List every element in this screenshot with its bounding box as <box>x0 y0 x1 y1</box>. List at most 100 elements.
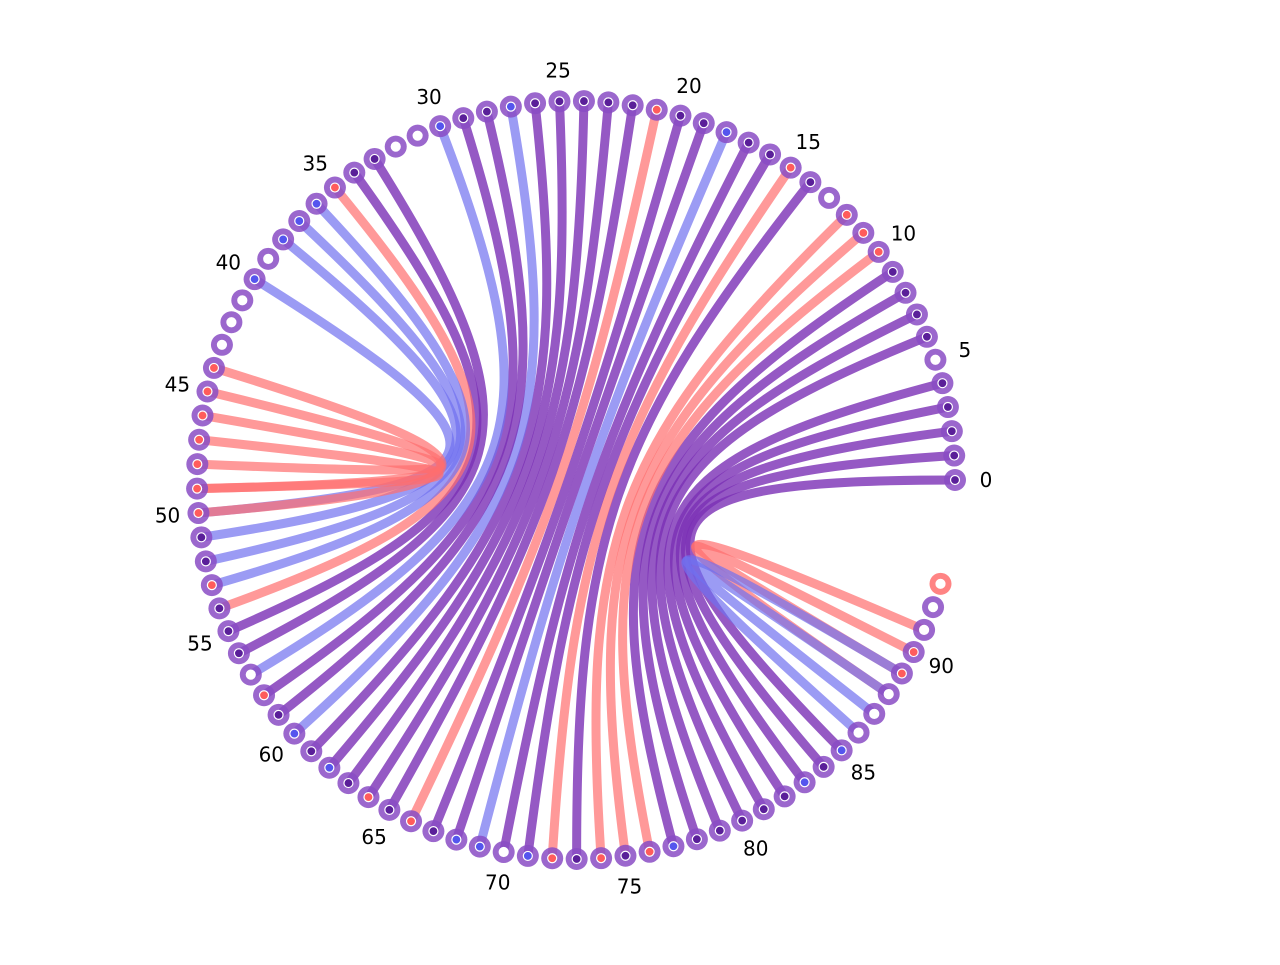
node-core <box>226 317 237 328</box>
node-core <box>651 104 662 115</box>
node-73 <box>565 847 588 870</box>
node-core <box>758 804 769 815</box>
node-42 <box>220 311 243 334</box>
node-core <box>620 850 631 861</box>
node-core <box>223 626 234 637</box>
node-14 <box>799 171 822 194</box>
node-core <box>435 121 446 132</box>
node-80 <box>731 809 754 832</box>
link-10-76 <box>618 247 884 857</box>
node-core <box>873 246 884 258</box>
node-77 <box>662 835 685 858</box>
node-60 <box>283 722 306 745</box>
node-core <box>805 177 816 188</box>
node-88 <box>877 683 900 706</box>
node-core <box>858 227 869 238</box>
node-71 <box>516 844 539 867</box>
tick-label-70: 70 <box>485 870 510 894</box>
node-core <box>737 815 748 826</box>
link-21-66 <box>406 105 662 826</box>
node-core <box>505 101 516 112</box>
node-core <box>214 603 225 614</box>
node-core <box>237 295 248 306</box>
node-57 <box>239 663 262 686</box>
link-19-68 <box>451 118 709 845</box>
node-74 <box>590 847 613 870</box>
tick-label-25: 25 <box>545 58 570 82</box>
node-69 <box>468 835 491 858</box>
node-core <box>363 792 374 803</box>
node-core <box>698 118 709 129</box>
tick-label-40: 40 <box>216 251 241 275</box>
node-core <box>841 209 852 220</box>
node-86 <box>847 721 870 744</box>
node-46 <box>191 404 214 427</box>
tick-label-65: 65 <box>361 825 386 849</box>
node-core <box>194 434 205 445</box>
node-84 <box>812 755 835 778</box>
node-core <box>853 727 864 738</box>
node-core <box>675 110 686 121</box>
node-core <box>343 777 354 789</box>
node-core <box>481 106 492 117</box>
link-8-78 <box>638 288 911 844</box>
node-7 <box>905 303 928 326</box>
node-core <box>474 841 485 852</box>
link-3-82 <box>669 402 953 801</box>
node-core <box>714 825 725 836</box>
node-43 <box>210 333 233 356</box>
node-38 <box>272 228 295 251</box>
node-64 <box>357 786 380 809</box>
node-core <box>836 745 847 756</box>
node-core <box>921 331 933 342</box>
node-core <box>571 853 582 865</box>
node-5 <box>924 348 947 371</box>
node-core <box>263 253 274 264</box>
node-core <box>668 841 679 852</box>
node-70 <box>492 841 515 864</box>
tick-label-90: 90 <box>929 654 954 678</box>
link-7-79 <box>647 309 922 836</box>
node-72 <box>541 847 564 870</box>
node-core <box>428 826 439 837</box>
node-core <box>193 507 204 519</box>
tick-label-15: 15 <box>796 130 821 154</box>
link-30-57 <box>246 121 509 680</box>
node-63 <box>337 772 360 795</box>
node-50 <box>187 502 210 525</box>
node-core <box>942 401 954 413</box>
node-25 <box>548 90 571 113</box>
link-29-58 <box>259 113 518 700</box>
node-core <box>191 483 203 494</box>
link-12-74 <box>591 210 852 863</box>
node-59 <box>267 703 290 726</box>
node-core <box>785 162 796 173</box>
tick-labels-layer: 0 5 10 15 20 25 30 35 40 45 50 55 60 65 70 75 80 85 90 <box>155 58 993 898</box>
node-35 <box>323 176 346 199</box>
nodes-layer <box>186 90 966 870</box>
node-core <box>627 100 638 111</box>
node-85 <box>830 739 853 762</box>
node-93 <box>929 572 952 595</box>
node-16 <box>759 143 782 166</box>
link-34-55 <box>223 168 482 636</box>
node-48 <box>186 453 209 476</box>
node-11 <box>852 221 875 244</box>
tick-label-35: 35 <box>302 152 327 176</box>
node-core <box>249 274 260 285</box>
node-3 <box>936 396 959 419</box>
node-core <box>946 426 957 437</box>
node-62 <box>318 756 341 779</box>
node-68 <box>445 828 468 851</box>
node-65 <box>378 798 401 821</box>
node-core <box>799 777 810 788</box>
node-36 <box>305 192 328 215</box>
node-core <box>603 97 614 108</box>
node-47 <box>188 428 211 451</box>
node-26 <box>524 92 547 115</box>
link-27-60 <box>289 102 539 739</box>
link-4-81 <box>663 378 947 814</box>
node-32 <box>384 135 407 158</box>
